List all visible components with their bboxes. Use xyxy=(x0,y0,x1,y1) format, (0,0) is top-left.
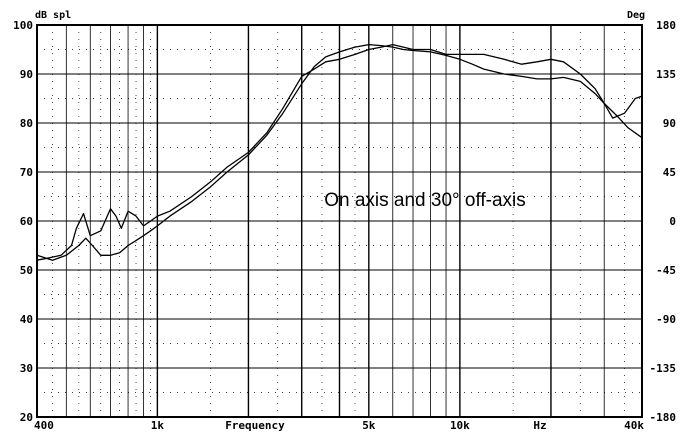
y-left-tick-label: 20 xyxy=(20,411,33,424)
chart-annotation: On axis and 30° off-axis xyxy=(324,190,526,211)
y-right-tick-label: -90 xyxy=(656,313,676,326)
grid xyxy=(37,24,642,418)
left-axis-label: dB spl xyxy=(35,10,71,21)
y-left-tick-label: 30 xyxy=(20,362,33,375)
y-left-tick-label: 80 xyxy=(20,117,33,130)
x-tick-label: 10k xyxy=(450,419,470,432)
x-tick-label: 1k xyxy=(151,419,165,432)
y-right-tick-label: 135 xyxy=(656,68,676,81)
series-line-on-axis xyxy=(36,43,643,261)
y-left-tick-label: 60 xyxy=(20,215,33,228)
plot-frame xyxy=(36,24,643,418)
x-tick-label: 400 xyxy=(34,419,54,432)
y-left-tick-label: 90 xyxy=(20,68,33,81)
y-right-tick-label: -45 xyxy=(656,264,676,277)
y-left-tick-label: 100 xyxy=(13,19,33,32)
y-right-tick-label: -135 xyxy=(650,362,677,375)
right-axis-label: Deg xyxy=(627,10,645,21)
y-left-tick-label: 40 xyxy=(20,313,33,326)
y-right-tick-label: 0 xyxy=(669,215,676,228)
series-line-off-axis xyxy=(36,43,643,261)
y-right-tick-label: 90 xyxy=(663,117,676,130)
x-tick-label: 40k xyxy=(624,419,644,432)
y-left-tick-label: 70 xyxy=(20,166,33,179)
tick-labels: 100 90 80 70 60 50 40 30 20 180 135 90 45 0 -45 -90 -135… xyxy=(13,19,676,432)
x-tick-label: 5k xyxy=(362,419,376,432)
y-right-tick-label: 45 xyxy=(663,166,676,179)
y-right-tick-label: -180 xyxy=(650,411,677,424)
y-right-tick-label: 180 xyxy=(656,19,676,32)
x-axis-label: Frequency xyxy=(225,419,285,432)
y-left-tick-label: 50 xyxy=(20,264,33,277)
series-group xyxy=(36,43,643,261)
x-unit-label: Hz xyxy=(533,419,546,432)
